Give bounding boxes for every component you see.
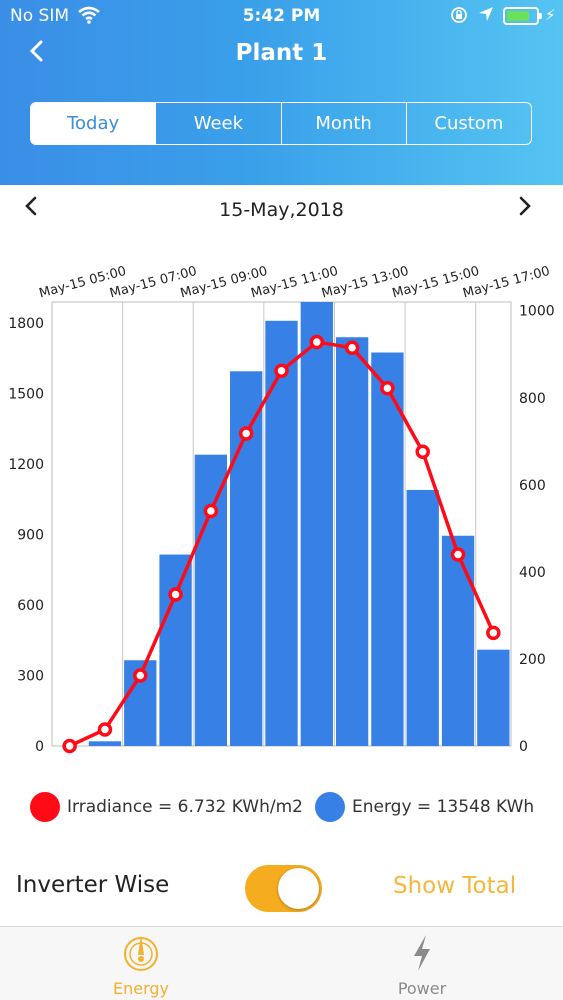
carrier-label: No SIM (10, 6, 69, 26)
right-axis-tick-label: 400 (519, 565, 546, 581)
energy-bar (406, 489, 439, 746)
irradiance-point (415, 444, 430, 459)
energy-bar (371, 352, 404, 746)
irradiance-point (133, 668, 148, 683)
energy-bar (300, 302, 333, 746)
period-tabs: Today Week Month Custom (30, 102, 532, 145)
clock: 5:42 PM (242, 6, 321, 26)
right-axis-tick-label: 1000 (519, 304, 555, 320)
tab-custom[interactable]: Custom (405, 103, 531, 144)
left-axis-tick-label: 300 (17, 669, 44, 685)
energy-total: Energy = 13548 KWh (352, 797, 535, 817)
toggle-knob (278, 868, 319, 909)
header: No SIM 5:42 PM ⚡ Plant 1 Today Week Mont… (0, 0, 563, 185)
chart-legend: Irradiance = 6.732 KWh/m2 Energy = 13548… (0, 790, 563, 824)
rotation-lock-icon (450, 6, 468, 29)
bottom-tab-bar: Energy Power (0, 926, 563, 1000)
previous-date-button[interactable] (24, 194, 38, 224)
irradiance-point (450, 547, 466, 562)
wifi-icon (78, 6, 100, 29)
irradiance-point (274, 363, 289, 379)
irradiance-point (309, 334, 325, 350)
right-axis-tick-label: 600 (519, 478, 546, 494)
left-axis-tick-label: 900 (17, 528, 44, 544)
irradiance-point (238, 426, 254, 441)
energy-irradiance-chart: 030060090012001500180002004006008001000M… (8, 264, 555, 755)
tab-energy[interactable]: Energy (71, 933, 211, 998)
gauge-icon (122, 935, 160, 977)
right-axis-tick-label: 800 (519, 391, 546, 407)
tab-energy-label: Energy (112, 979, 169, 998)
irradiance-legend-marker (30, 792, 60, 822)
left-axis-tick-label: 1500 (8, 387, 44, 403)
irradiance-point (380, 380, 395, 396)
energy-bar (441, 535, 475, 746)
irradiance-point (203, 503, 219, 519)
back-button[interactable] (28, 36, 44, 71)
selected-date: 15-May,2018 (219, 199, 344, 221)
tab-week[interactable]: Week (155, 103, 280, 144)
next-date-button[interactable] (518, 194, 532, 224)
tab-power[interactable]: Power (352, 933, 492, 998)
charging-icon: ⚡ (545, 6, 556, 24)
energy-bar (159, 554, 192, 746)
inverter-wise-toggle[interactable] (245, 865, 322, 912)
left-axis-tick-label: 1200 (8, 457, 44, 473)
lightning-icon (403, 935, 441, 977)
energy-bar (194, 454, 228, 746)
location-icon (478, 6, 494, 27)
energy-legend-marker (315, 792, 345, 822)
date-navigator: 15-May,2018 (0, 196, 563, 226)
energy-bar (477, 649, 510, 746)
irradiance-point (486, 625, 501, 641)
energy-bar (88, 741, 122, 746)
right-axis-tick-label: 200 (519, 652, 546, 668)
right-axis-tick-label: 0 (519, 739, 528, 755)
irradiance-point (97, 722, 113, 737)
page-title: Plant 1 (235, 40, 328, 66)
irradiance-point (344, 340, 360, 355)
left-axis-tick-label: 0 (35, 739, 44, 755)
irradiance-point (62, 738, 77, 754)
energy-bar (335, 337, 369, 746)
tab-today[interactable]: Today (31, 103, 156, 144)
tab-power-label: Power (397, 979, 447, 998)
irradiance-point (168, 587, 183, 602)
inverter-wise-label: Inverter Wise (16, 872, 170, 898)
status-bar: No SIM 5:42 PM ⚡ (0, 0, 563, 34)
show-total-button[interactable]: Show Total (393, 873, 517, 899)
energy-bar (265, 320, 298, 746)
battery-icon (503, 7, 542, 25)
left-axis-tick-label: 600 (17, 598, 44, 614)
tab-month[interactable]: Month (280, 103, 406, 144)
irradiance-total: Irradiance = 6.732 KWh/m2 (67, 797, 303, 817)
left-axis-tick-label: 1800 (8, 316, 44, 332)
